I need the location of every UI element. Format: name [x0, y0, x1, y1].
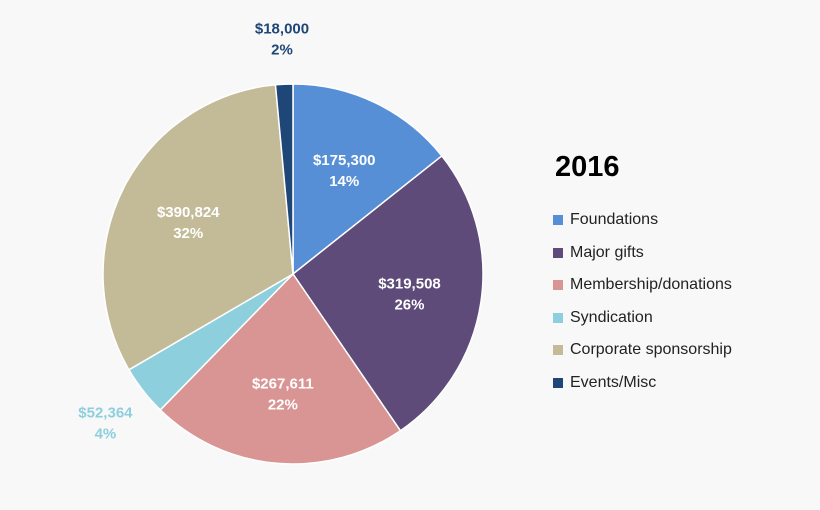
legend-swatch	[553, 247, 563, 258]
pie-slice-events-misc	[274, 83, 294, 275]
data-label-corporate-sponsorship: $390,824 32%	[157, 204, 220, 242]
pie-slice-major-gifts	[291, 154, 484, 432]
legend-item-major-gifts: Major gifts	[553, 237, 803, 270]
legend-label: Membership/donations	[570, 276, 732, 294]
data-label-percent: 22%	[268, 396, 298, 413]
data-label-foundations: $175,300 14%	[313, 152, 376, 190]
legend-swatch	[553, 280, 563, 291]
legend-swatch	[553, 377, 563, 388]
data-label-value: $175,300	[313, 152, 376, 169]
data-label-percent: 14%	[329, 173, 359, 190]
data-label-percent: 2%	[271, 41, 293, 58]
legend-item-syndication: Syndication	[553, 302, 803, 335]
data-label-membership-donations: $267,611 22%	[252, 375, 314, 413]
data-label-value: $390,824	[157, 204, 220, 221]
legend-item-foundations: Foundations	[553, 204, 803, 237]
legend-label: Corporate sponsorship	[570, 341, 732, 359]
data-label-percent: 26%	[394, 297, 424, 314]
data-label-percent: 4%	[95, 425, 117, 442]
legend-label: Major gifts	[570, 243, 644, 261]
data-label-value: $52,364	[78, 404, 133, 421]
data-label-value: $267,611	[252, 375, 314, 392]
pie-slice-foundations	[292, 83, 443, 276]
pie-slice-membership-donations	[159, 272, 402, 465]
legend-item-events-misc: Events/Misc	[553, 367, 803, 400]
data-label-major-gifts: $319,508 26%	[378, 276, 441, 314]
data-label-syndication: $52,364 4%	[78, 404, 133, 442]
legend-label: Events/Misc	[570, 373, 657, 391]
legend-label: Foundations	[570, 211, 659, 229]
data-label-events-misc: $18,000 2%	[255, 20, 309, 58]
legend-label: Syndication	[570, 308, 653, 326]
chart-title: 2016	[555, 151, 620, 183]
data-label-value: $18,000	[255, 20, 309, 37]
legend-swatch	[553, 215, 563, 226]
legend: 2016 Foundations Major gifts Membership/do…	[553, 150, 803, 399]
legend-item-membership-donations: Membership/donations	[553, 269, 803, 302]
legend-item-corporate-sponsorship: Corporate sponsorship	[553, 334, 803, 367]
legend-swatch	[553, 345, 563, 356]
pie-slice-corporate-sponsorship	[102, 83, 294, 371]
data-label-value: $319,508	[378, 276, 441, 293]
data-label-percent: 32%	[173, 225, 203, 242]
legend-swatch	[553, 312, 563, 323]
